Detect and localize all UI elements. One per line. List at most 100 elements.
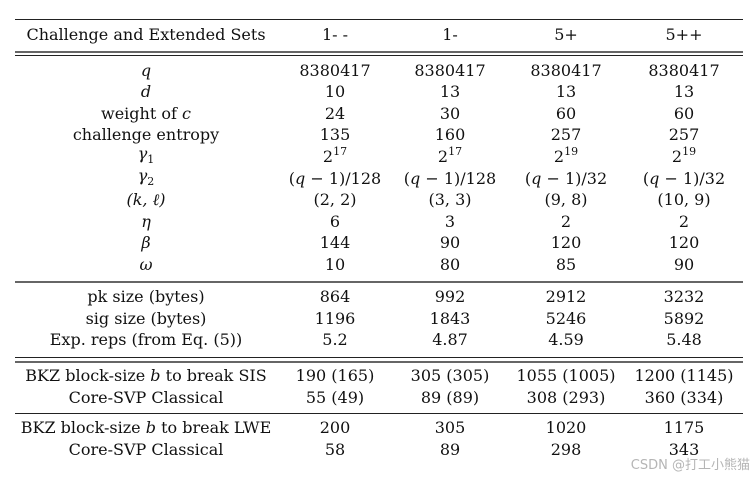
table-row-coresvp-sis: Core-SVP Classical 55 (49) 89 (89) 308 (… [15,387,743,409]
cell: 1020 [545,418,587,437]
pow-base: 2 [553,147,565,166]
header-double-rule-a [15,51,743,53]
cell: 120 [668,233,700,252]
table-row-q: q 8380417 8380417 8380417 8380417 [15,60,743,82]
cell: 89 (89) [420,388,480,407]
table-row-coresvp-lwe: Core-SVP Classical 58 89 298 343 [15,439,743,461]
pow-exp: 19 [682,144,697,158]
cell: 160 [434,125,466,144]
var-q: q [531,169,542,188]
table-row-pk-size: pk size (bytes) 864 992 2912 3232 [15,286,743,308]
cell: 5.48 [666,330,702,349]
cell: 90 [673,255,695,274]
pow-exp: 17 [333,144,348,158]
cell: 217 [277,146,393,168]
cell: (9, 8) [544,190,588,209]
row-label: γ2 [15,165,277,193]
cell: 5246 [545,309,587,328]
cell: 1175 [663,418,705,437]
row-label: β [141,233,151,252]
var-q: q [295,169,306,188]
table-row-bkz-sis: BKZ block-size b to break SIS 190 (165) … [15,365,743,387]
label-var: b [145,418,156,437]
cell: 144 [319,233,351,252]
paren: ( [642,169,650,188]
table-row-eta: η 6 3 2 2 [15,211,743,233]
cell: 6 [329,212,341,231]
label-sub: 1 [147,153,155,167]
cell: 2912 [545,287,587,306]
cell: (2, 2) [313,190,357,209]
table-row-gamma2: γ2 (q − 1)/128 (q − 1)/128 (q − 1)/32 (q… [15,165,743,193]
row-label: Exp. reps (from Eq. (5)) [49,330,243,349]
row-label: q [140,61,152,80]
var-q: q [410,169,421,188]
cell: 308 (293) [526,388,606,407]
cell: (q − 1)/32 [625,168,743,190]
row-label: η [141,212,151,231]
cell: 217 [393,146,507,168]
cell: 343 [668,440,700,459]
cell: 5.2 [322,330,348,349]
expr: − 1)/32 [659,169,726,188]
expr: − 1)/128 [420,169,497,188]
cell: 8380417 [530,61,602,80]
cell: (q − 1)/128 [277,168,393,190]
row-label: BKZ block-size b to break SIS [15,365,277,387]
cell: 60 [673,104,695,123]
top-rule [15,19,743,20]
cell: 3232 [663,287,705,306]
row-label: weight of c [15,103,277,125]
header-row: Challenge and Extended Sets 1- - 1- 5+ 5… [15,24,743,46]
cell: 992 [434,287,466,306]
cell: 2 [560,212,572,231]
cell: 3 [444,212,456,231]
header-set-1m: 1- [442,25,458,44]
label-sub: 2 [147,175,155,189]
pow-exp: 19 [564,144,579,158]
table-row-kl: (k, ℓ) (2, 2) (3, 3) (9, 8) (10, 9) [15,189,743,211]
cell: 55 (49) [305,388,365,407]
cell: 85 [555,255,577,274]
cell: 120 [550,233,582,252]
cell: 200 [319,418,351,437]
cell: 10 [324,82,346,101]
label-var: b [150,366,161,385]
row-label: challenge entropy [72,125,220,144]
cell: 219 [507,146,625,168]
paren: ( [288,169,296,188]
table-row-gamma1: γ1 217 217 219 219 [15,143,743,171]
row-label: pk size (bytes) [87,287,205,306]
table-row-sig-size: sig size (bytes) 1196 1843 5246 5892 [15,308,743,330]
paren: ( [524,169,532,188]
cell: 190 (165) [295,366,375,385]
label-text: to break LWE [155,418,272,437]
cell: 2 [678,212,690,231]
paren: ( [403,169,411,188]
row-label: Core-SVP Classical [68,440,224,459]
watermark: CSDN @打工小熊猫 [630,458,750,473]
pow-exp: 17 [448,144,463,158]
cell: 13 [673,82,695,101]
label-text: weight of [101,104,182,123]
var-q: q [649,169,660,188]
cell: 4.87 [432,330,468,349]
cell: 13 [439,82,461,101]
header-double-rule-b [15,55,743,56]
label-var: γ [137,165,148,185]
table-row-entropy: challenge entropy 135 160 257 257 [15,124,743,146]
pow-base: 2 [322,147,334,166]
table-row-omega: ω 10 80 85 90 [15,254,743,276]
cell: (10, 9) [657,190,711,209]
header-set-5p: 5+ [554,25,578,44]
table-row-beta: β 144 90 120 120 [15,232,743,254]
table-row-exp-reps: Exp. reps (from Eq. (5)) 5.2 4.87 4.59 5… [15,329,743,351]
row-label: BKZ block-size b to break LWE [15,417,277,439]
label-text: BKZ block-size [25,366,151,385]
cell: 1196 [314,309,356,328]
row-label: γ1 [15,143,277,171]
cell: 5892 [663,309,705,328]
cell: 1843 [429,309,471,328]
row-label: ω [139,255,153,274]
cell: (q − 1)/128 [393,168,507,190]
